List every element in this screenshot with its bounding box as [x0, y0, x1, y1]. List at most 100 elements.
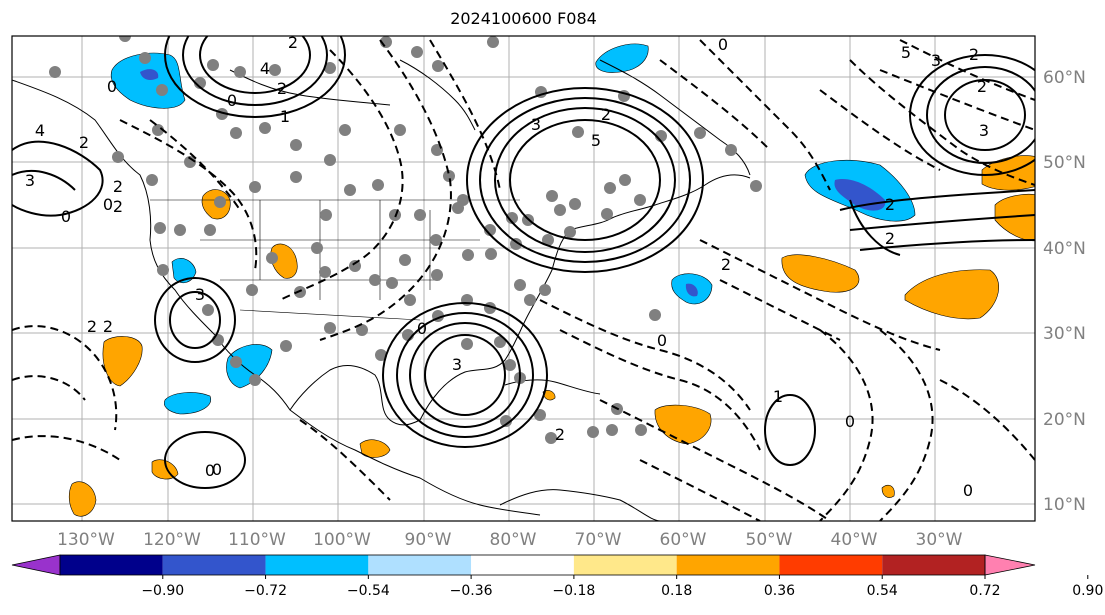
contour-label: 3	[931, 51, 941, 70]
contour-label: 0	[107, 77, 117, 96]
station-dot	[157, 264, 169, 276]
station-dot	[461, 294, 473, 306]
orange-region-atlantic-east-2	[994, 194, 1035, 242]
contour-label: 2	[969, 45, 979, 64]
station-dot	[587, 426, 599, 438]
station-dot	[324, 322, 336, 334]
station-dot	[369, 274, 381, 286]
latitude-label: 20°N	[1043, 410, 1086, 430]
station-dot	[554, 204, 566, 216]
station-dot	[174, 224, 186, 236]
station-dot	[604, 182, 616, 194]
station-dot	[534, 409, 546, 421]
station-dot	[542, 234, 554, 246]
station-dot	[494, 336, 506, 348]
station-dot	[635, 424, 647, 436]
contour-label: 4	[35, 121, 45, 140]
longitude-labels: 130°W 120°W 110°W 100°W 90°W 80°W 70°W 60°W 50°W…	[57, 530, 963, 550]
orange-region-small-1	[542, 390, 556, 401]
colorbar-segment	[676, 555, 780, 575]
station-dot	[487, 36, 499, 48]
orange-region-atlantic-1	[781, 254, 860, 293]
colorbar-segment	[60, 555, 163, 575]
longitude-label: 50°W	[746, 530, 793, 550]
contour-label: 2	[277, 79, 287, 98]
station-dot	[356, 324, 368, 336]
colorbar-tick-label: −0.72	[244, 583, 287, 599]
station-dot	[204, 224, 216, 236]
blue-region-pacific-2	[163, 392, 211, 415]
longitude-label: 60°W	[660, 530, 707, 550]
station-dot	[311, 242, 323, 254]
station-dot	[572, 126, 584, 138]
colorbar-extend-min	[11, 554, 61, 576]
colorbar-tick-label: −0.90	[141, 583, 184, 599]
station-dot	[230, 356, 242, 368]
contour-label: 2	[87, 317, 97, 336]
contour-label: 0	[205, 461, 215, 480]
station-dot	[146, 174, 158, 186]
contour-label: 2	[79, 133, 89, 152]
station-dot	[649, 309, 661, 321]
station-dot	[139, 52, 151, 64]
longitude-label: 90°W	[405, 530, 452, 550]
contour-label: 3	[195, 285, 205, 304]
contour-label: 0	[718, 35, 728, 54]
contour-label: 0	[61, 207, 71, 226]
contour-label: 0	[417, 319, 427, 338]
contour-label: 2	[885, 229, 895, 248]
orange-region-pacific-3	[68, 481, 97, 517]
station-dot	[443, 170, 455, 182]
colorbar-tick-label: 0.18	[661, 583, 692, 599]
station-dot	[601, 208, 613, 220]
contour-label: 1	[773, 387, 783, 406]
contour-label: 1	[280, 107, 290, 126]
station-dot	[230, 127, 242, 139]
station-dot	[207, 59, 219, 71]
station-dot	[259, 122, 271, 134]
station-dot	[280, 340, 292, 352]
station-dot	[510, 238, 522, 250]
longitude-label: 100°W	[313, 530, 371, 550]
blue-region-atlantic-mid-core	[685, 283, 698, 297]
contour-label: 3	[531, 115, 541, 134]
station-dot	[564, 226, 576, 238]
contour-label: 3	[979, 121, 989, 140]
contour-label: 0	[845, 412, 855, 431]
station-dot	[319, 266, 331, 278]
latitude-label: 10°N	[1043, 495, 1086, 515]
contour-label: 2	[977, 77, 987, 96]
station-dot	[404, 294, 416, 306]
contour-label: 2	[601, 105, 611, 124]
station-dot	[432, 60, 444, 72]
station-dot	[569, 198, 581, 210]
station-dot	[545, 432, 557, 444]
blue-region-atlantic-north-core	[834, 179, 886, 211]
station-dot	[725, 144, 737, 156]
station-dot	[339, 124, 351, 136]
station-markers	[49, 36, 762, 444]
station-dot	[290, 139, 302, 151]
colorbar-segment	[368, 555, 472, 575]
station-dot	[324, 154, 336, 166]
colorbar-segment	[162, 555, 266, 575]
station-dot	[524, 294, 536, 306]
orange-region-small-2	[881, 484, 895, 498]
blue-region-alaska-core	[140, 69, 159, 80]
latitude-label: 30°N	[1043, 324, 1086, 344]
contour-label: 0	[963, 481, 973, 500]
colorbar-tick-label: −0.54	[347, 583, 390, 599]
coastlines	[12, 59, 751, 521]
contour-label: 5	[901, 43, 911, 62]
station-dot	[290, 171, 302, 183]
station-dot	[344, 184, 356, 196]
colorbar-segment	[265, 555, 369, 575]
shaded-regions	[68, 43, 1035, 517]
station-dot	[184, 156, 196, 168]
latitude-label: 50°N	[1043, 153, 1086, 173]
station-dot	[234, 66, 246, 78]
station-dot	[457, 194, 469, 206]
station-dot	[119, 36, 131, 42]
longitude-label: 80°W	[490, 530, 537, 550]
